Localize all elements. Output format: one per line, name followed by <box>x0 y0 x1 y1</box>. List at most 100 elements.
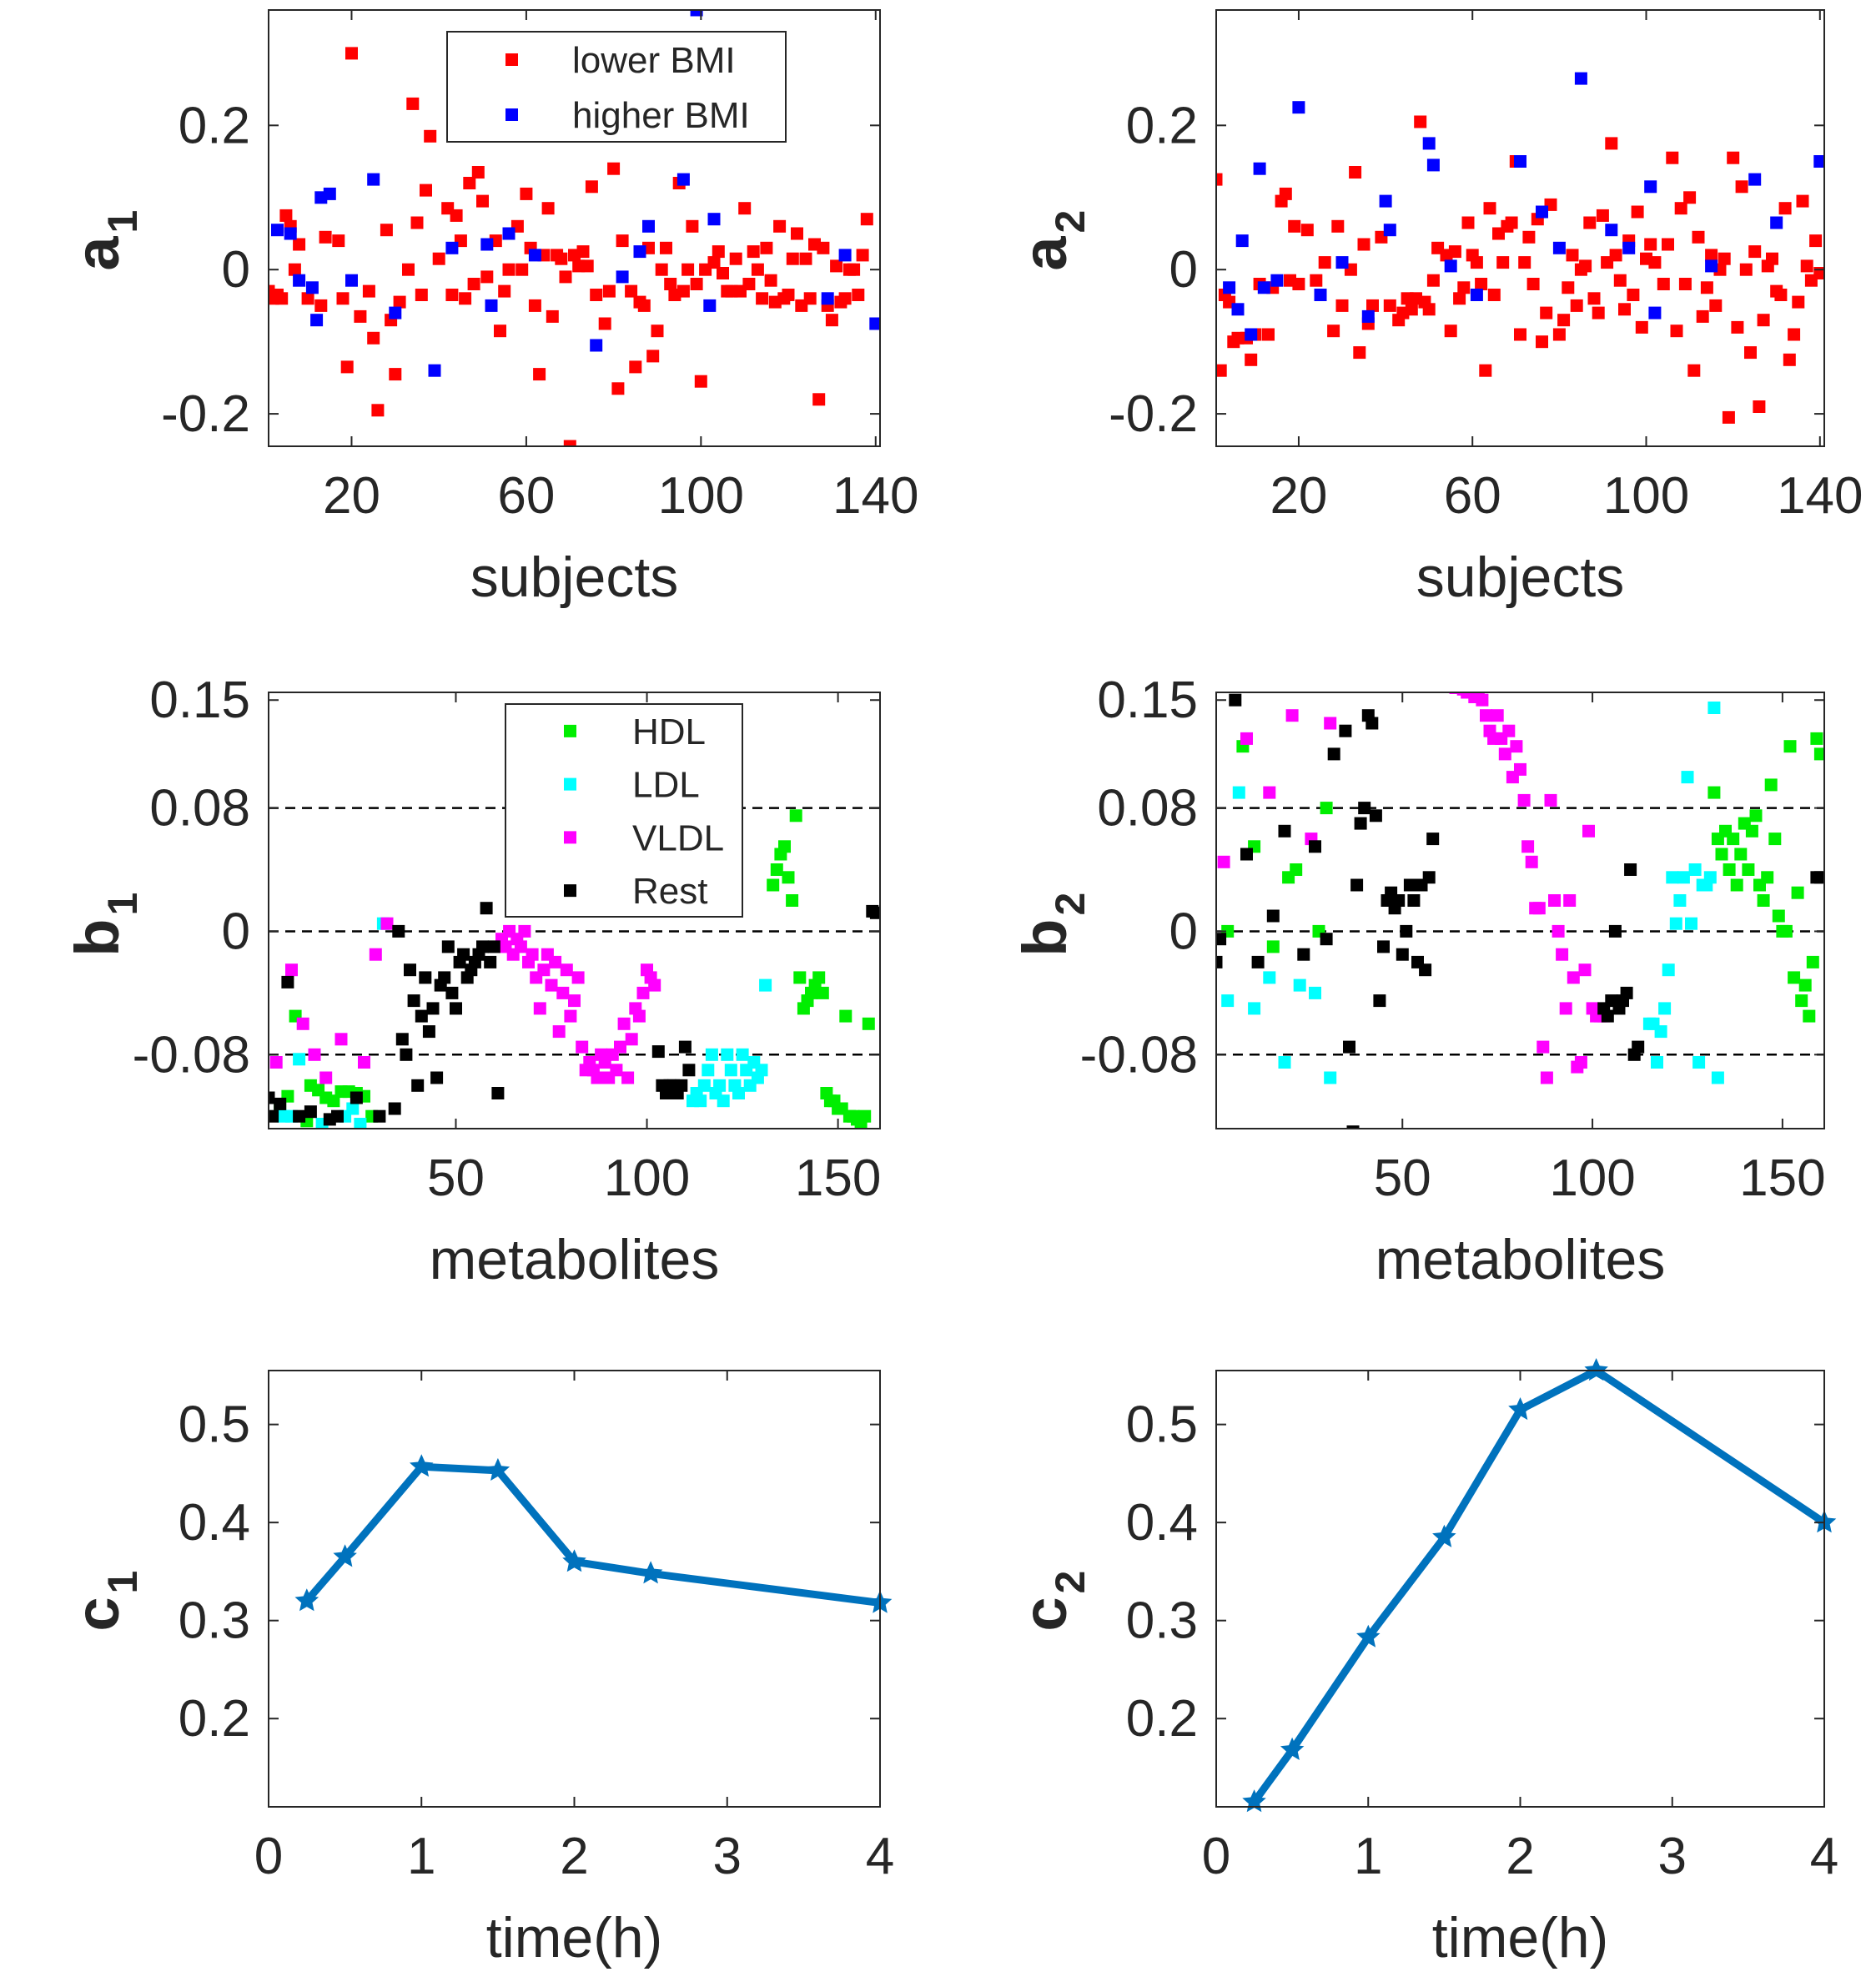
data-point <box>301 292 314 305</box>
data-point <box>1711 1071 1724 1084</box>
data-point <box>738 202 752 215</box>
data-point <box>821 292 834 305</box>
data-point <box>812 971 826 984</box>
data-point <box>629 360 642 374</box>
data-point <box>426 1002 440 1015</box>
data-point <box>1318 256 1331 269</box>
x-tick-label: 100 <box>658 467 744 525</box>
data-point <box>782 289 795 301</box>
x-tick-label: 100 <box>1549 1149 1635 1207</box>
legend-entry: LDL <box>632 765 700 806</box>
data-point <box>480 902 493 915</box>
data-point <box>1263 971 1276 984</box>
data-point <box>438 971 451 984</box>
data-point <box>825 314 838 327</box>
data-point <box>676 173 690 186</box>
data-point <box>445 241 459 254</box>
data-point <box>1708 702 1721 714</box>
data-point <box>1683 191 1697 204</box>
data-point <box>1734 848 1748 861</box>
data-point <box>651 1045 665 1059</box>
data-point <box>1343 1040 1355 1054</box>
y-tick-label: 0 <box>1169 241 1198 299</box>
y-axis-label-subscript: 2 <box>1047 893 1094 916</box>
data-point <box>675 1079 688 1092</box>
data-point <box>285 963 298 977</box>
x-tick-label: 3 <box>713 1828 742 1885</box>
data-point <box>712 245 725 259</box>
data-point <box>404 963 416 977</box>
data-point <box>549 955 562 968</box>
data-point <box>346 1102 360 1115</box>
data-point <box>655 263 668 276</box>
data-point <box>1422 871 1436 884</box>
plot-area-b1 <box>269 809 880 1129</box>
data-point <box>1217 855 1230 868</box>
data-point <box>1327 747 1340 761</box>
data-point <box>1327 324 1340 338</box>
data-point <box>373 1109 386 1123</box>
data-point <box>1806 955 1819 968</box>
data-point <box>1681 771 1694 784</box>
data-point <box>1609 249 1622 262</box>
data-point <box>611 382 625 395</box>
data-point <box>502 227 516 240</box>
data-point <box>860 213 873 226</box>
data-point <box>422 1025 435 1039</box>
data-point-star <box>1280 1737 1305 1760</box>
data-point <box>1557 314 1571 327</box>
data-point <box>786 252 799 265</box>
data-point-star <box>1432 1524 1456 1547</box>
y-tick-label: -0.08 <box>133 1026 250 1084</box>
y-axis-label-subscript: 2 <box>1047 210 1094 234</box>
data-point <box>450 1002 462 1015</box>
x-tick-label: 0 <box>254 1828 283 1885</box>
y-tick-label: 0.2 <box>1126 1690 1198 1748</box>
data-point <box>1483 202 1496 215</box>
data-point <box>1658 1002 1672 1015</box>
data-point <box>773 219 787 233</box>
legend-entry: lower BMI <box>572 40 736 81</box>
data-point <box>1648 256 1662 269</box>
data-point <box>759 978 772 992</box>
y-axis-label-subscript: 1 <box>99 893 146 916</box>
data-point <box>516 263 529 276</box>
data-point <box>1770 216 1783 229</box>
x-axis-label: subjects <box>470 546 678 609</box>
data-point <box>1774 289 1788 301</box>
x-tick-label: 50 <box>427 1149 485 1207</box>
data-point <box>450 209 463 222</box>
y-axis-label: a2 <box>1010 210 1094 271</box>
y-tick-label: -0.08 <box>1080 1026 1198 1084</box>
data-point <box>1552 328 1566 341</box>
data-point <box>419 971 432 984</box>
data-point <box>1715 848 1728 861</box>
y-axis-label-main: b <box>63 919 132 957</box>
data-point <box>1635 320 1648 334</box>
data-point <box>633 245 646 259</box>
data-point <box>389 368 402 381</box>
axes-frame <box>268 692 881 1129</box>
data-point <box>1292 101 1305 114</box>
data-point <box>1491 709 1504 722</box>
data-point <box>350 1091 363 1104</box>
data-point <box>395 1033 409 1046</box>
data-point-star <box>1356 1624 1381 1647</box>
data-point <box>1673 894 1687 907</box>
data-point <box>1744 346 1757 360</box>
data-point <box>1245 328 1258 341</box>
data-point <box>1278 1056 1291 1069</box>
data-point <box>1366 717 1379 730</box>
data-point <box>1632 1040 1645 1054</box>
data-point <box>1570 299 1583 312</box>
data-point <box>581 259 594 273</box>
plot-area-b2 <box>1216 692 1824 1129</box>
data-point <box>476 194 489 208</box>
data-point <box>1779 924 1793 938</box>
data-point <box>1346 1125 1360 1129</box>
data-point <box>367 173 380 186</box>
data-point <box>778 840 791 853</box>
data-point <box>616 234 629 248</box>
legend-marker <box>564 777 576 791</box>
